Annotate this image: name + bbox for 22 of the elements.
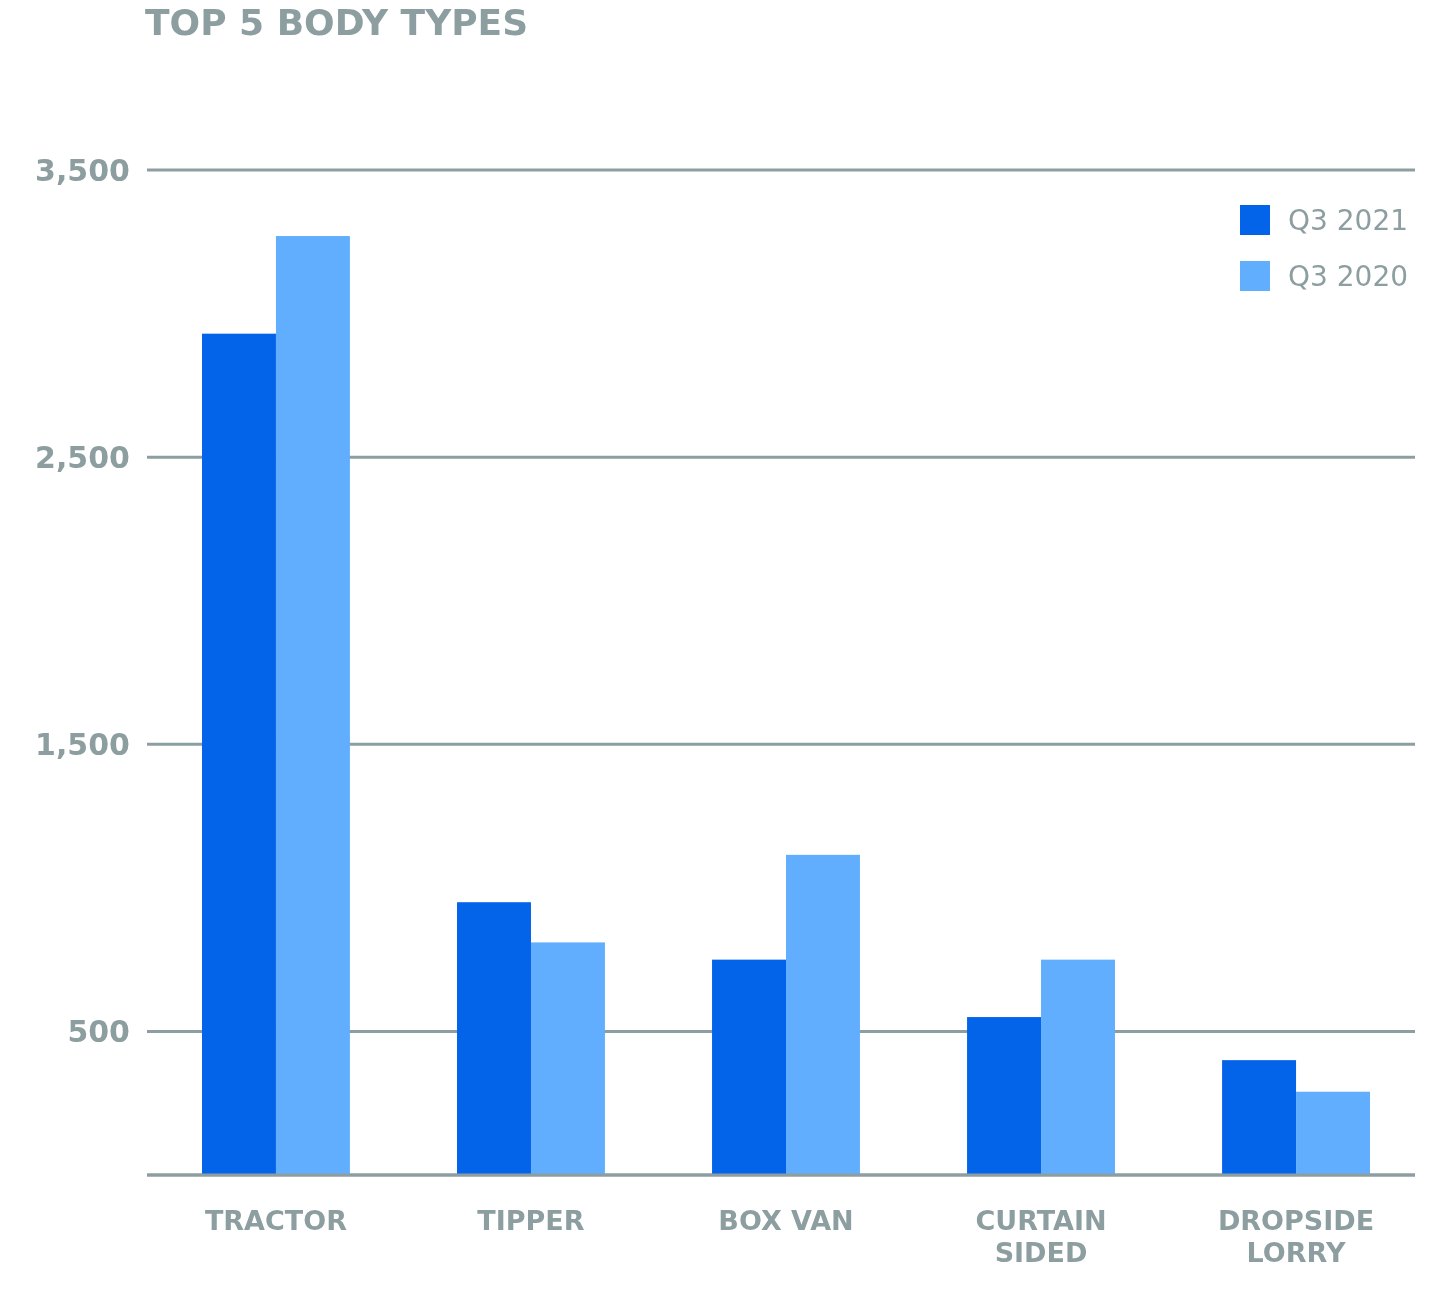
bar (1041, 959, 1115, 1175)
bar (202, 333, 276, 1175)
x-tick-label: CURTAIN SIDED (975, 1205, 1107, 1268)
x-tick-label: TRACTOR (204, 1205, 348, 1236)
legend-label: Q3 2021 (1288, 203, 1409, 237)
bar (786, 854, 860, 1175)
x-tick-label: BOX VAN (718, 1205, 854, 1236)
x-tick-label: TIPPER (477, 1205, 585, 1236)
y-tick-label: 3,500 (35, 152, 130, 188)
bar (1296, 1091, 1370, 1175)
y-tick-label: 500 (67, 1013, 130, 1049)
bar (967, 1017, 1042, 1175)
bar (530, 942, 605, 1175)
bar (457, 902, 531, 1175)
y-tick-label: 1,500 (35, 726, 130, 762)
bar (1222, 1060, 1297, 1175)
chart-title: TOP 5 BODY TYPES (145, 2, 529, 43)
y-tick-label: 2,500 (35, 439, 130, 475)
bar (712, 959, 786, 1175)
x-tick-label: DROPSIDE LORRY (1217, 1205, 1375, 1268)
bar (275, 236, 350, 1175)
legend-label: Q3 2020 (1288, 259, 1409, 293)
